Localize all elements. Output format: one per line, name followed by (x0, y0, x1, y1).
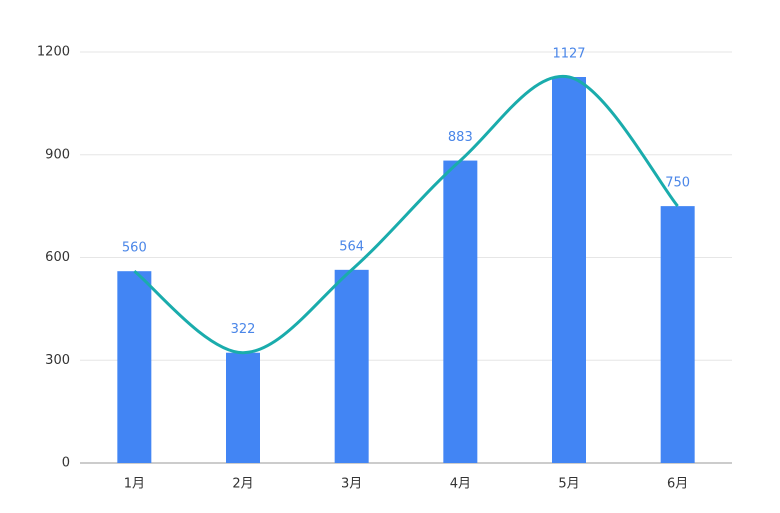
value-label: 750 (665, 176, 690, 191)
value-label: 883 (448, 130, 473, 145)
value-label: 564 (339, 239, 364, 254)
y-tick-label: 1200 (37, 45, 70, 60)
value-label: 322 (231, 322, 256, 337)
y-tick-label: 900 (45, 147, 70, 162)
bar (117, 271, 152, 463)
x-tick-label: 4月 (450, 477, 471, 492)
trend-line (133, 74, 679, 355)
bar (334, 269, 369, 463)
y-tick-label: 600 (45, 250, 70, 265)
x-tick-label: 2月 (232, 477, 253, 492)
bar (552, 77, 586, 463)
x-tick-label: 6月 (667, 477, 688, 492)
bar (226, 352, 260, 463)
bar (443, 160, 478, 463)
y-tick-label: 0 (62, 456, 70, 471)
bar (660, 206, 695, 463)
value-label: 560 (122, 241, 147, 256)
x-tick-label: 3月 (341, 477, 362, 492)
y-tick-label: 300 (45, 353, 70, 368)
value-label: 1127 (552, 47, 585, 62)
x-tick-label: 1月 (124, 477, 145, 492)
x-tick-label: 5月 (558, 477, 579, 492)
